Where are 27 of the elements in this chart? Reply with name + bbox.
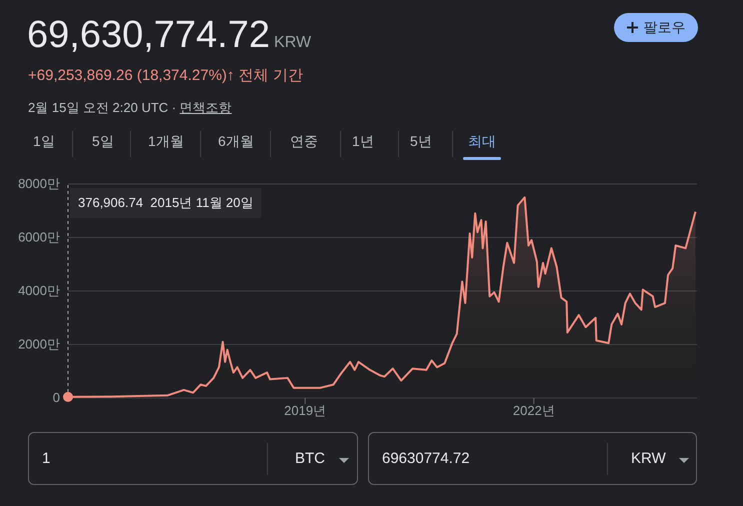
x-tick-label: 2019년 [284,403,326,418]
text: 최대 [468,133,496,151]
y-tick-label: 2000만 [18,336,60,352]
text: 1개월 [148,133,184,151]
text: 연중 [290,133,318,151]
y-tick-label: 4000만 [18,283,60,298]
text: +69,253,869.26 (18,374.27%)↑ [28,67,234,84]
text: 면책조항 [180,100,232,115]
chart-subtitle: KRW [274,34,312,51]
text: 2월 15일 오전 2:20 UTC · [28,100,176,115]
text: 6개월 [218,133,254,151]
text: 1 [42,450,50,467]
annotation: 376,906.74 2015년 11월 20일 [70,188,262,218]
y-tick-label: 0 [52,390,60,405]
text: 팔로우 [614,13,698,42]
text: BTC [295,450,325,467]
text: 1년 [352,133,374,151]
x-tick-label: 2022년 [512,403,555,418]
text: 5년 [410,133,432,151]
chart-title: 69,630,774.72 [27,14,270,56]
text: KRW [631,450,666,467]
text: 1일 [33,133,55,151]
text: 69630774.72 [382,450,470,467]
y-tick-label: 8000만 [18,176,60,191]
y-tick-label: 6000만 [18,230,60,244]
text: 전체 기간 [238,67,303,84]
text: 5일 [92,133,114,151]
